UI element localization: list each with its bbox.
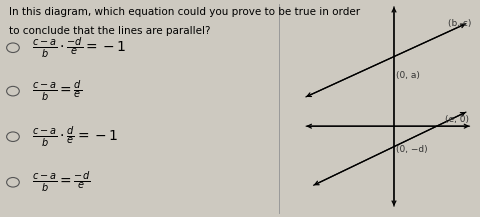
Text: In this diagram, which equation could you prove to be true in order: In this diagram, which equation could yo…: [9, 7, 360, 16]
Text: $\frac{c-a}{b} = \frac{d}{e}$: $\frac{c-a}{b} = \frac{d}{e}$: [32, 79, 82, 103]
Text: (0, −d): (0, −d): [396, 145, 427, 154]
Text: (e, 0): (e, 0): [445, 115, 469, 124]
Text: (b, c): (b, c): [448, 19, 471, 28]
Text: (0, a): (0, a): [396, 71, 420, 80]
Text: $\frac{c-a}{b} \cdot \frac{-d}{e} = -1$: $\frac{c-a}{b} \cdot \frac{-d}{e} = -1$: [32, 36, 126, 60]
Text: $\frac{c-a}{b} \cdot \frac{d}{e} = -1$: $\frac{c-a}{b} \cdot \frac{d}{e} = -1$: [32, 125, 118, 149]
Text: to conclude that the lines are parallel?: to conclude that the lines are parallel?: [9, 26, 210, 36]
Text: $\frac{c-a}{b} = \frac{-d}{e}$: $\frac{c-a}{b} = \frac{-d}{e}$: [32, 170, 90, 194]
